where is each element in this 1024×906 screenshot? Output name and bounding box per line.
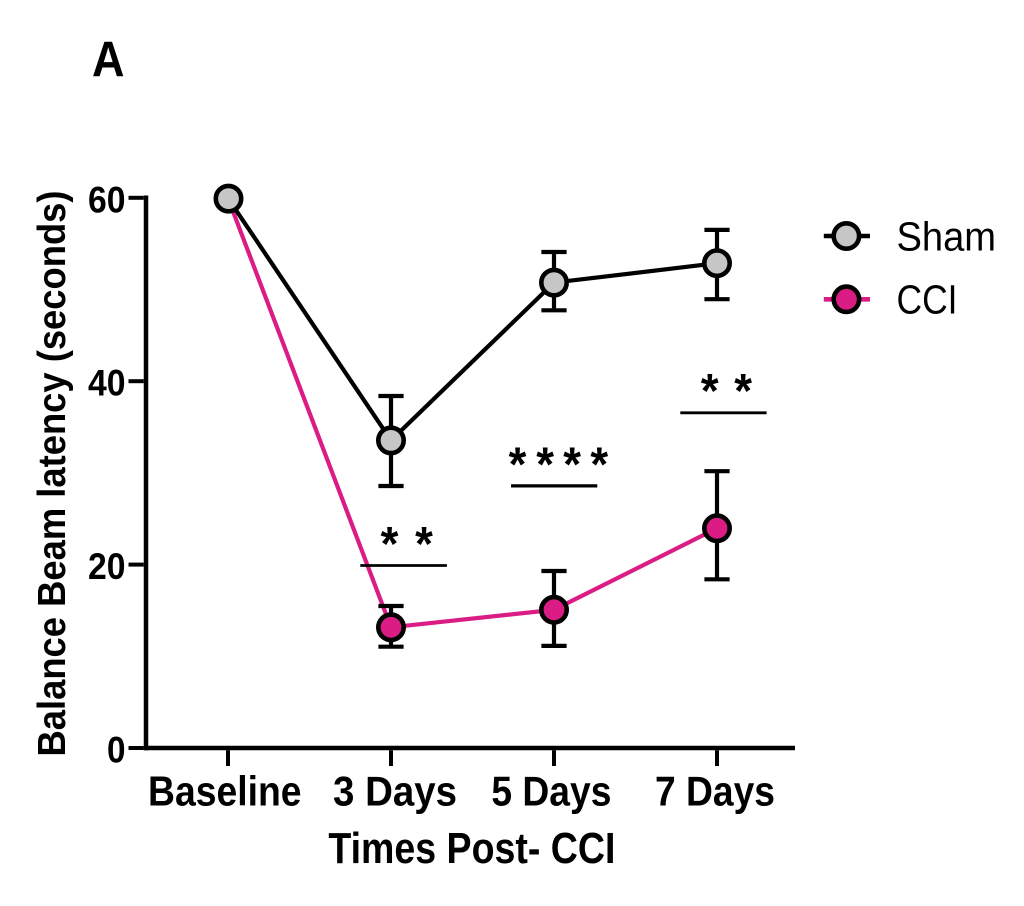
svg-text:5 Days: 5 Days [491,768,611,815]
svg-text:20: 20 [88,546,126,587]
svg-text:*: * [734,363,752,418]
svg-text:3 Days: 3 Days [333,768,457,815]
svg-text:0: 0 [107,730,126,771]
svg-text:*: * [415,516,433,571]
svg-text:*: * [509,437,527,492]
svg-text:Balance Beam latency (seconds): Balance Beam latency (seconds) [31,191,74,757]
svg-text:40: 40 [88,363,126,404]
svg-text:60: 60 [88,179,126,220]
svg-text:Baseline: Baseline [148,768,302,815]
svg-text:7 Days: 7 Days [655,768,775,815]
svg-text:A: A [92,31,125,88]
svg-text:Times Post- CCI: Times Post- CCI [328,824,615,873]
svg-text:*: * [381,516,399,571]
svg-text:Sham: Sham [897,214,997,260]
svg-text:*: * [563,437,581,492]
svg-text:CCI: CCI [897,276,958,322]
svg-text:*: * [590,437,608,492]
svg-text:*: * [701,363,719,418]
svg-text:*: * [536,437,554,492]
